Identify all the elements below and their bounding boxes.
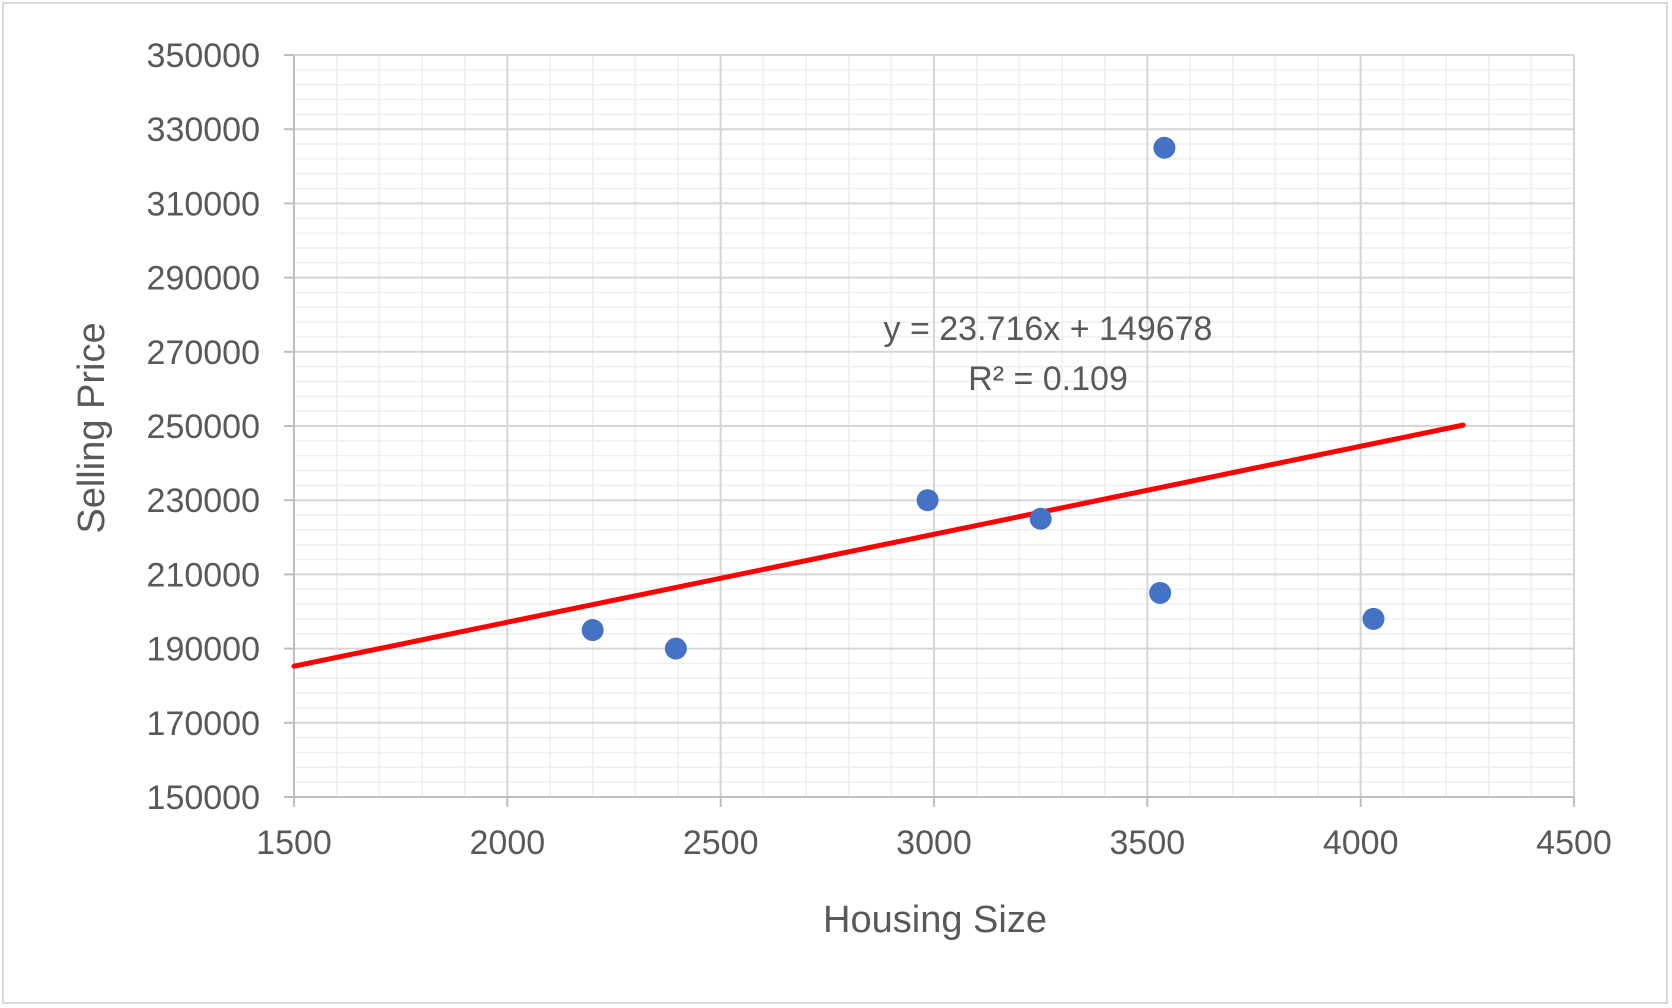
data-point [581, 619, 604, 642]
data-point [1153, 136, 1176, 159]
data-point [916, 489, 939, 512]
x-axis-title: Housing Size [823, 899, 1047, 941]
y-tick-labels: 150000 170000 190000 210000 230000 250000 2700… [147, 37, 260, 817]
y-tick-label: 330000 [147, 111, 260, 149]
y-tick-label: 310000 [147, 185, 260, 223]
x-tick-label: 3000 [896, 824, 972, 862]
x-tick-label: 2500 [683, 824, 759, 862]
y-tick-label: 190000 [147, 631, 260, 669]
trendline-r-squared: R² = 0.109 [968, 360, 1128, 398]
data-point [1029, 507, 1052, 530]
axes [284, 54, 1575, 807]
y-tick-label: 250000 [147, 408, 260, 446]
trendline-group [291, 422, 1466, 669]
data-points [581, 136, 1385, 660]
trendline [291, 422, 1466, 669]
y-tick-label: 230000 [147, 482, 260, 520]
data-point [664, 637, 687, 660]
data-point [1149, 581, 1172, 604]
y-tick-label: 170000 [147, 705, 260, 743]
major-grid [294, 54, 1575, 797]
x-tick-label: 4000 [1323, 824, 1399, 862]
y-tick-label: 150000 [147, 779, 260, 817]
x-tick-labels: 1500 2000 2500 3000 3500 4000 4500 [256, 824, 1612, 862]
x-tick-label: 3500 [1110, 824, 1186, 862]
x-tick-label: 1500 [256, 824, 332, 862]
data-point [1362, 607, 1385, 630]
y-tick-label: 290000 [147, 260, 260, 298]
x-tick-label: 4500 [1536, 824, 1612, 862]
y-axis-title: Selling Price [71, 322, 113, 533]
y-tick-label: 270000 [147, 334, 260, 372]
x-tick-label: 2000 [470, 824, 546, 862]
trendline-equation: y = 23.716x + 149678 [884, 310, 1213, 348]
y-tick-label: 210000 [147, 556, 260, 594]
y-tick-label: 350000 [147, 37, 260, 75]
